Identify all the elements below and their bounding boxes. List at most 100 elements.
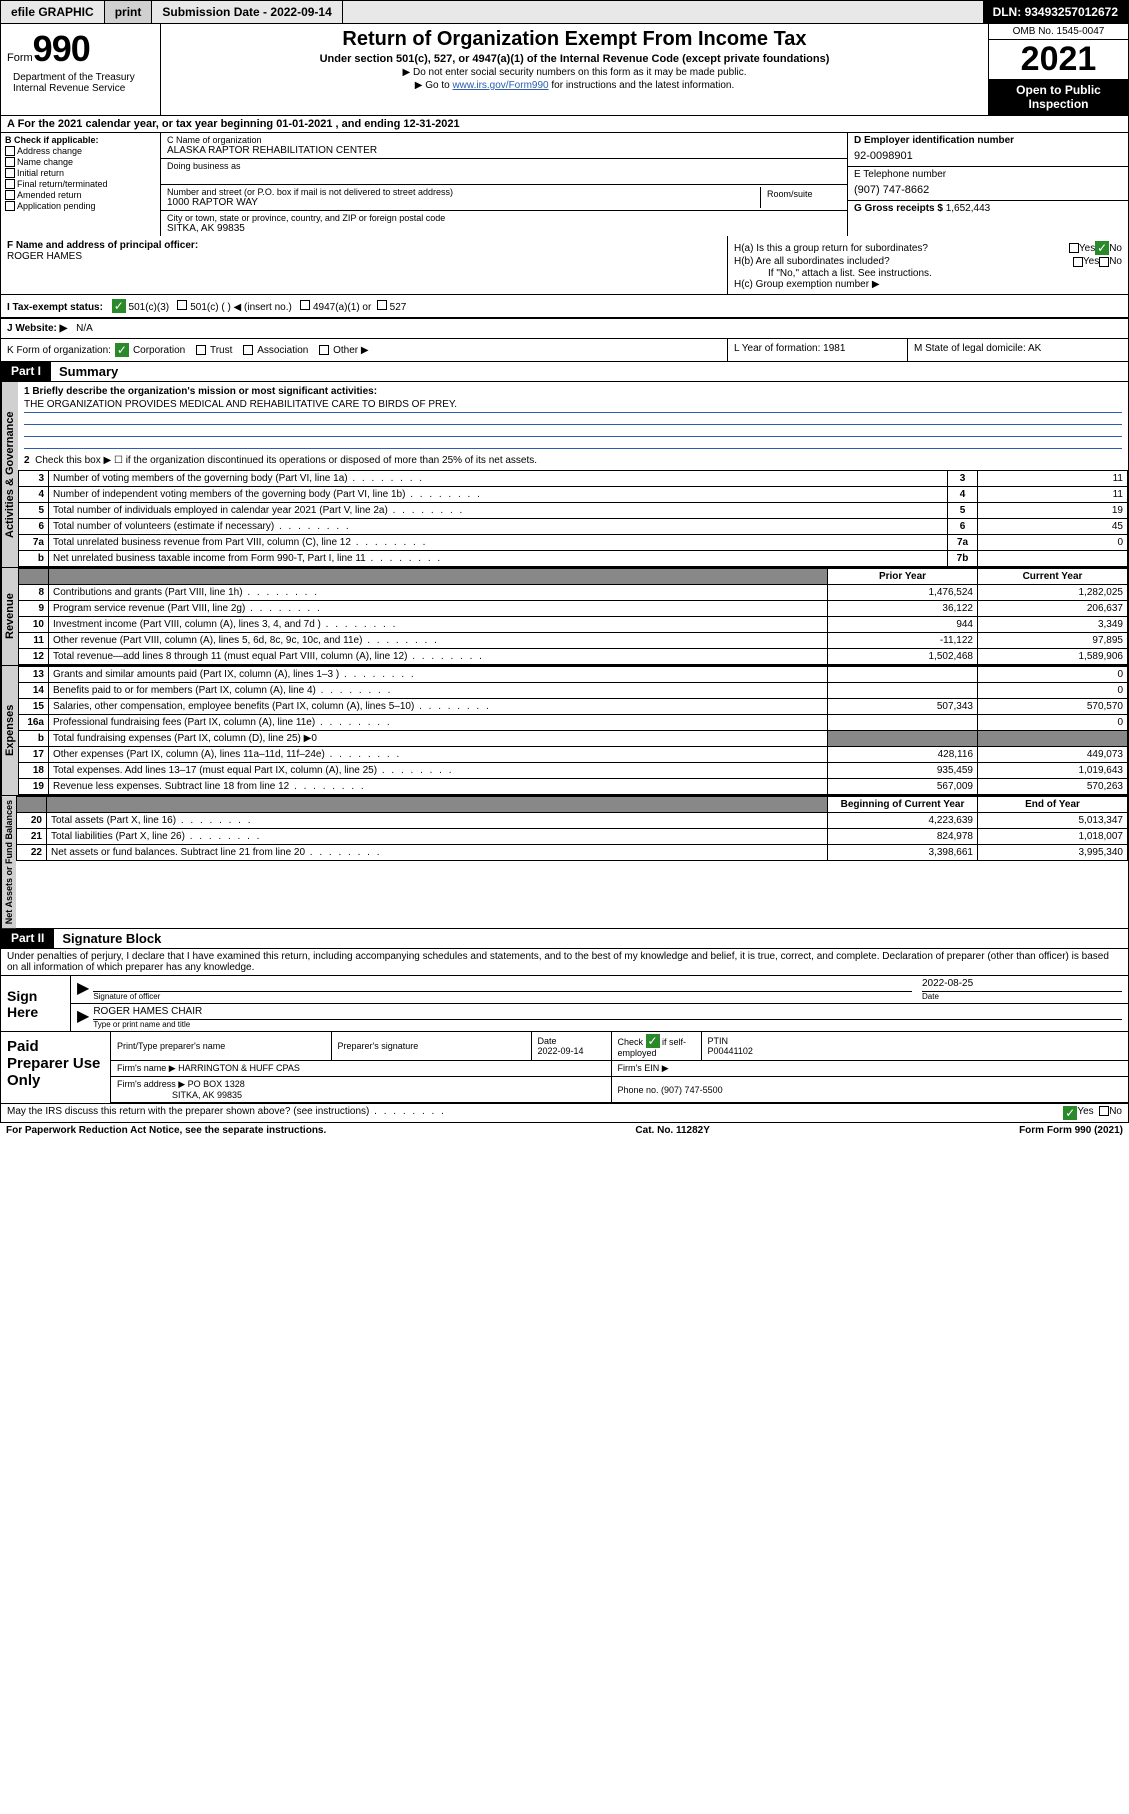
sig-date-value: 2022-08-25: [922, 978, 1122, 992]
header-center: Return of Organization Exempt From Incom…: [161, 24, 988, 115]
chk-hb-yes[interactable]: [1073, 257, 1083, 267]
line2-text: Check this box ▶ ☐ if the organization d…: [35, 455, 537, 466]
ein-value: 92-0098901: [854, 150, 1122, 162]
chk-ha-no[interactable]: ✓: [1095, 241, 1109, 255]
chk-name[interactable]: [5, 157, 15, 167]
chk-corp[interactable]: ✓: [115, 343, 129, 357]
header-note1: ▶ Do not enter social security numbers o…: [167, 67, 982, 78]
i-label: I Tax-exempt status:: [7, 302, 103, 313]
sig-officer-label: Signature of officer: [93, 992, 912, 1001]
chk-501c[interactable]: [177, 300, 187, 310]
paid-table: Print/Type preparer's name Preparer's si…: [111, 1032, 1128, 1103]
table-row: 4Number of independent voting members of…: [19, 487, 1128, 503]
chk-hb-no[interactable]: [1099, 257, 1109, 267]
submission-date: Submission Date - 2022-09-14: [152, 1, 342, 23]
part1-header-row: Part I Summary: [0, 362, 1129, 382]
firm-addr1: PO BOX 1328: [188, 1079, 245, 1089]
chk-trust[interactable]: [196, 345, 206, 355]
part1-governance: Activities & Governance 1 Briefly descri…: [0, 382, 1129, 568]
room-label: Room/suite: [761, 187, 841, 208]
irs-link[interactable]: www.irs.gov/Form990: [452, 80, 548, 91]
section-h: H(a) Is this a group return for subordin…: [728, 236, 1128, 294]
table-row: 20Total assets (Part X, line 16)4,223,63…: [17, 813, 1128, 829]
table-row: 3Number of voting members of the governi…: [19, 471, 1128, 487]
chk-self-employed[interactable]: ✓: [646, 1034, 660, 1048]
mission-line3: [24, 425, 1122, 437]
chk-irs-yes[interactable]: ✓: [1063, 1106, 1077, 1120]
dln-label: DLN:: [993, 5, 1025, 19]
header-subtitle: Under section 501(c), 527, or 4947(a)(1)…: [167, 53, 982, 65]
sig-name-label: Type or print name and title: [93, 1020, 1122, 1029]
firm-addr2: SITKA, AK 99835: [172, 1090, 242, 1100]
irs-no: No: [1109, 1106, 1122, 1120]
table-row: bNet unrelated business taxable income f…: [19, 551, 1128, 567]
firm-name-label: Firm's name ▶: [117, 1063, 176, 1073]
table-row: 15Salaries, other compensation, employee…: [19, 699, 1128, 715]
mission-line2: [24, 413, 1122, 425]
chk-other[interactable]: [319, 345, 329, 355]
sign-here-row: Sign Here ▶ Signature of officer 2022-08…: [1, 975, 1128, 1031]
submission-date-value: 2022-09-14: [270, 5, 331, 19]
section-f: F Name and address of principal officer:…: [1, 236, 728, 294]
chk-pending[interactable]: [5, 201, 15, 211]
year-formation: 1981: [823, 343, 845, 354]
may-irs-label: May the IRS discuss this return with the…: [7, 1106, 1063, 1120]
ha-no: No: [1109, 243, 1122, 254]
m-label: M State of legal domicile:: [914, 343, 1028, 354]
header-note2: ▶ Go to www.irs.gov/Form990 for instruct…: [167, 80, 982, 91]
section-l: L Year of formation: 1981: [728, 339, 908, 361]
form-label: Form: [7, 52, 33, 64]
i-4947: 4947(a)(1) or: [313, 302, 371, 313]
phone-value: (907) 747-8662: [854, 184, 1122, 196]
chk-527[interactable]: [377, 300, 387, 310]
sig-arrow2: ▶: [77, 1006, 89, 1029]
i-527: 527: [390, 302, 407, 313]
part1-revenue: Revenue Prior YearCurrent Year8Contribut…: [0, 568, 1129, 666]
section-b: B Check if applicable: Address change Na…: [1, 133, 161, 236]
form-ref-val: Form 990 (2021): [1047, 1125, 1123, 1136]
tax-year: 2021: [989, 40, 1128, 79]
toolbar-spacer: [343, 1, 983, 23]
chk-amended[interactable]: [5, 190, 15, 200]
h-b-note: If "No," attach a list. See instructions…: [768, 268, 1122, 279]
i-501c3: 501(c)(3): [129, 302, 170, 313]
table-row: 14Benefits paid to or for members (Part …: [19, 683, 1128, 699]
h-a-label: H(a) Is this a group return for subordin…: [734, 243, 1069, 254]
org-address: 1000 RAPTOR WAY: [167, 197, 760, 208]
l-label: L Year of formation:: [734, 343, 823, 354]
submission-label: Submission Date -: [162, 5, 270, 19]
prep-sig-label: Preparer's signature: [331, 1032, 531, 1061]
firm-name: HARRINGTON & HUFF CPAS: [178, 1063, 300, 1073]
prep-name-label: Print/Type preparer's name: [111, 1032, 331, 1061]
chk-initial[interactable]: [5, 168, 15, 178]
firm-phone-label: Phone no.: [618, 1085, 662, 1095]
line-a: A For the 2021 calendar year, or tax yea…: [0, 116, 1129, 133]
paperwork-note: For Paperwork Reduction Act Notice, see …: [6, 1125, 326, 1136]
row-k-l-m: K Form of organization: ✓ Corporation Tr…: [0, 339, 1129, 362]
firm-phone: (907) 747-5500: [661, 1085, 723, 1095]
section-b-header: B Check if applicable:: [5, 135, 156, 145]
chk-ha-yes[interactable]: [1069, 243, 1079, 253]
signature-block: Under penalties of perjury, I declare th…: [0, 949, 1129, 1104]
ha-yes: Yes: [1079, 243, 1095, 254]
c-label: C Name of organization: [167, 135, 841, 145]
chk-assoc[interactable]: [243, 345, 253, 355]
state-domicile: AK: [1028, 343, 1041, 354]
chk-4947[interactable]: [300, 300, 310, 310]
chk-address[interactable]: [5, 146, 15, 156]
chk-501c3[interactable]: ✓: [112, 299, 126, 313]
section-i: I Tax-exempt status: ✓ 501(c)(3) 501(c) …: [1, 295, 1128, 318]
ptin-value: P00441102: [708, 1046, 753, 1056]
part2-header-row: Part II Signature Block: [0, 929, 1129, 949]
table-row: 17Other expenses (Part IX, column (A), l…: [19, 747, 1128, 763]
print-button[interactable]: print: [105, 1, 153, 23]
net-table: Beginning of Current YearEnd of Year20To…: [16, 796, 1128, 861]
hb-no: No: [1109, 256, 1122, 267]
chk-final[interactable]: [5, 179, 15, 189]
chk-irs-no[interactable]: [1099, 1106, 1109, 1116]
opt-initial: Initial return: [17, 168, 64, 178]
dln-value: 93493257012672: [1025, 5, 1118, 19]
section-m: M State of legal domicile: AK: [908, 339, 1128, 361]
exp-table: 13Grants and similar amounts paid (Part …: [18, 666, 1128, 795]
k-corp: Corporation: [133, 345, 185, 356]
